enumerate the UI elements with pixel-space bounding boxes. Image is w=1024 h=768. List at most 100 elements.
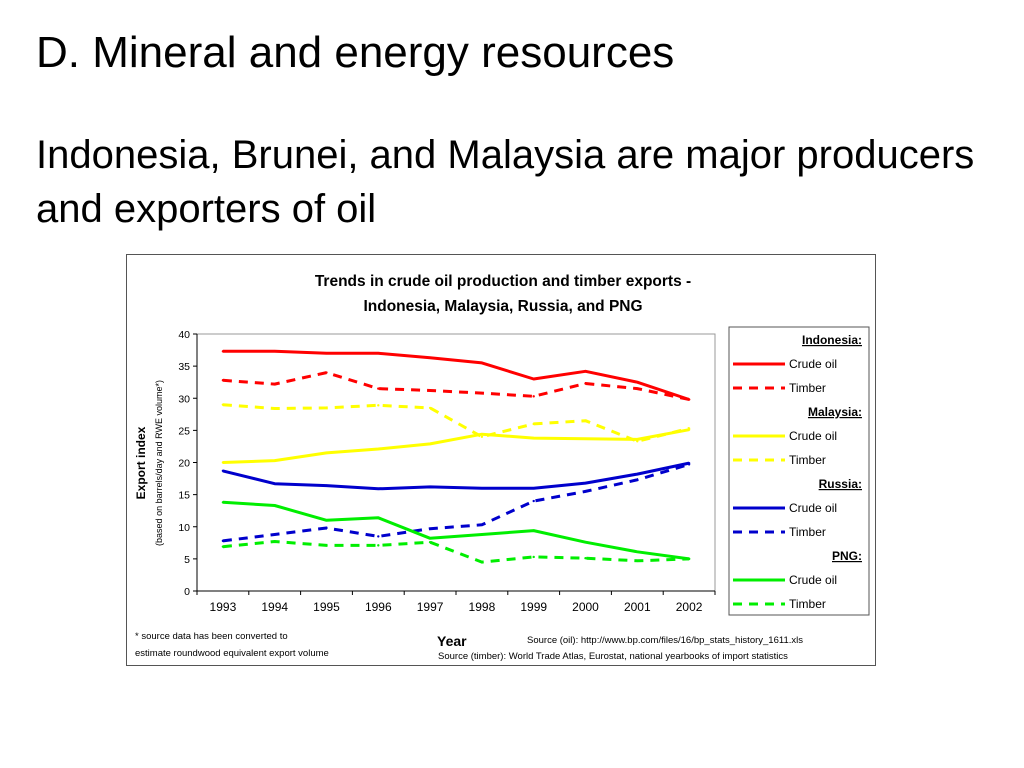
data-point-png-crude-oil <box>532 529 535 532</box>
data-point-malaysia-timber <box>636 440 639 443</box>
legend-item-label: Crude oil <box>789 573 837 587</box>
x-tick-label: 1997 <box>417 600 444 614</box>
data-point-indonesia-crude-oil <box>221 350 225 353</box>
legend-item-label: Timber <box>789 525 826 539</box>
series-line-png-crude-oil <box>222 500 690 561</box>
legend-group-heading: Russia: <box>819 477 862 491</box>
data-point-russia-timber <box>377 535 380 538</box>
y-axis: 0 5 10 15 20 25 30 35 40 <box>178 329 198 598</box>
data-point-indonesia-crude-oil <box>636 380 639 384</box>
data-point-png-timber <box>221 545 225 548</box>
data-point-russia-timber <box>584 490 587 493</box>
data-point-malaysia-crude-oil <box>480 433 484 436</box>
data-point-russia-crude-oil <box>325 484 328 487</box>
footnote-line-2: estimate roundwood equivalent export vol… <box>135 648 329 659</box>
data-point-png-crude-oil <box>428 537 432 540</box>
chart-title-line-2: Indonesia, Malaysia, Russia, and PNG <box>363 298 642 315</box>
x-tick-label: 2002 <box>676 600 703 614</box>
data-point-malaysia-timber <box>687 427 691 430</box>
legend-item-label: Crude oil <box>789 429 837 443</box>
data-point-png-timber <box>584 557 587 560</box>
legend-group-heading: Indonesia: <box>802 333 862 347</box>
data-point-indonesia-timber <box>687 398 691 401</box>
data-point-indonesia-timber <box>325 371 328 374</box>
data-point-malaysia-crude-oil <box>428 442 432 446</box>
data-point-indonesia-crude-oil <box>273 350 276 353</box>
y-tick-label: 30 <box>178 393 190 405</box>
x-axis-label: Year <box>437 633 467 649</box>
chart-frame: Trends in crude oil production and timbe… <box>126 254 876 666</box>
data-point-indonesia-crude-oil <box>532 377 535 381</box>
data-point-indonesia-timber <box>428 389 432 392</box>
legend-box <box>728 326 870 616</box>
data-point-indonesia-timber <box>532 395 535 398</box>
data-point-png-crude-oil <box>584 540 587 544</box>
footnote-line-1: * source data has been converted to <box>135 631 288 642</box>
data-point-russia-timber <box>687 463 691 466</box>
x-tick-label: 2001 <box>624 600 651 614</box>
data-point-malaysia-timber <box>584 419 587 422</box>
data-point-malaysia-crude-oil <box>532 436 535 440</box>
data-point-russia-crude-oil <box>221 469 225 473</box>
data-point-malaysia-timber <box>428 406 432 410</box>
data-point-malaysia-crude-oil <box>221 461 225 464</box>
data-point-malaysia-crude-oil <box>273 459 276 462</box>
y-tick-label: 40 <box>178 329 190 341</box>
slide-title: D. Mineral and energy resources <box>36 28 675 77</box>
series-line-malaysia-crude-oil <box>222 428 690 464</box>
data-point-russia-crude-oil <box>584 481 587 485</box>
x-tick-label: 1994 <box>261 600 288 614</box>
y-tick-label: 5 <box>184 554 190 566</box>
legend: Indonesia: Crude oil Timber Malaysia: Crude … <box>733 333 862 611</box>
data-point-png-timber <box>532 555 535 559</box>
data-point-malaysia-timber <box>532 422 535 426</box>
data-point-russia-crude-oil <box>532 487 535 490</box>
line-chart: Trends in crude oil production and timbe… <box>134 273 870 662</box>
data-point-png-timber <box>687 557 691 561</box>
legend-item-label: Crude oil <box>789 501 837 515</box>
data-point-png-crude-oil <box>221 501 225 504</box>
data-point-png-crude-oil <box>377 516 380 519</box>
data-point-russia-crude-oil <box>377 487 380 491</box>
data-point-indonesia-crude-oil <box>428 356 432 359</box>
series-line-indonesia-crude-oil <box>222 349 690 401</box>
data-point-png-timber <box>377 544 380 547</box>
data-point-png-crude-oil <box>480 533 484 536</box>
data-point-malaysia-timber <box>273 407 276 410</box>
x-tick-label: 2000 <box>572 600 599 614</box>
data-point-russia-timber <box>221 539 225 543</box>
source-timber: Source (timber): World Trade Atlas, Euro… <box>438 651 788 662</box>
data-point-malaysia-crude-oil <box>325 451 328 455</box>
data-point-malaysia-crude-oil <box>377 447 380 451</box>
y-axis-note: (based on barrels/day and RWE volume*) <box>154 380 164 546</box>
y-tick-label: 35 <box>178 361 190 373</box>
data-point-malaysia-timber <box>325 406 328 410</box>
data-point-indonesia-timber <box>221 379 225 382</box>
chart-title-line-1: Trends in crude oil production and timbe… <box>315 273 691 290</box>
x-tick-label: 1995 <box>313 600 340 614</box>
legend-item-label: Timber <box>789 453 826 467</box>
data-point-indonesia-crude-oil <box>325 352 328 355</box>
data-point-malaysia-timber <box>377 404 380 407</box>
y-tick-label: 10 <box>178 522 190 534</box>
data-point-russia-timber <box>325 526 328 530</box>
x-tick-label: 1999 <box>520 600 547 614</box>
data-point-indonesia-timber <box>273 382 276 386</box>
legend-group-heading: Malaysia: <box>808 405 862 419</box>
data-point-indonesia-timber <box>480 391 484 395</box>
data-point-png-crude-oil <box>325 519 328 522</box>
plot-area <box>196 333 716 592</box>
data-point-russia-timber <box>428 527 432 530</box>
y-tick-label: 0 <box>184 586 190 598</box>
data-point-indonesia-timber <box>584 382 587 385</box>
slide-subtitle: Indonesia, Brunei, and Malaysia are majo… <box>36 133 975 231</box>
data-point-indonesia-timber <box>636 387 639 390</box>
data-point-russia-timber <box>532 499 535 503</box>
data-point-russia-crude-oil <box>428 485 432 489</box>
data-point-malaysia-crude-oil <box>584 437 587 440</box>
data-point-russia-crude-oil <box>480 487 484 490</box>
y-tick-label: 15 <box>178 490 190 502</box>
legend-item-label: Timber <box>789 381 826 395</box>
data-point-russia-crude-oil <box>273 482 276 485</box>
data-point-png-timber <box>273 540 276 543</box>
